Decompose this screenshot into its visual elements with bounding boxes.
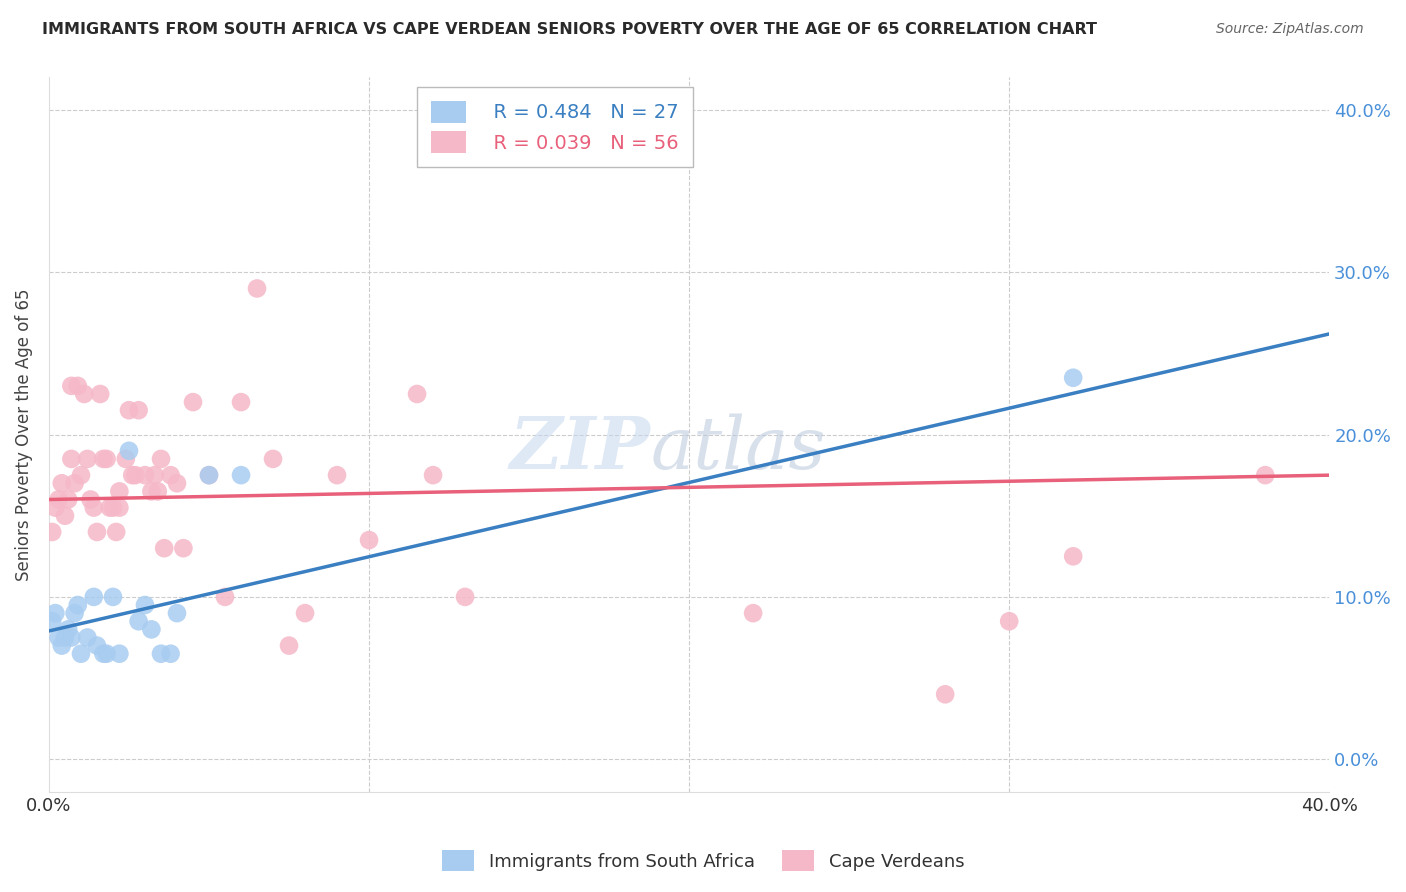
Point [406,387,429,401]
Point [278,639,301,653]
Point [134,598,156,612]
Point [143,468,166,483]
Point [70,468,93,483]
Point [86,524,108,539]
Point [101,590,124,604]
Point [93,451,115,466]
Point [79,492,101,507]
Text: atlas: atlas [651,414,827,484]
Point [159,647,181,661]
Point [89,387,111,401]
Point [294,606,316,620]
Point [56,623,79,637]
Legend:   R = 0.484   N = 27,   R = 0.039   N = 56: R = 0.484 N = 27, R = 0.039 N = 56 [418,87,693,167]
Point [146,484,169,499]
Point [53,631,76,645]
Point [98,500,121,515]
Point [66,379,89,393]
Point [166,476,188,491]
Point [198,468,221,483]
Point [229,468,252,483]
Point [134,468,156,483]
Text: IMMIGRANTS FROM SOUTH AFRICA VS CAPE VERDEAN SENIORS POVERTY OVER THE AGE OF 65 : IMMIGRANTS FROM SOUTH AFRICA VS CAPE VER… [42,22,1097,37]
Point [172,541,194,556]
Point [153,541,176,556]
Point [101,500,124,515]
Point [159,468,181,483]
Point [96,451,118,466]
Point [86,639,108,653]
Point [1062,370,1084,384]
Point [53,508,76,523]
Point [63,476,86,491]
Point [128,614,150,628]
Point [76,631,98,645]
Point [108,647,131,661]
Point [70,647,93,661]
Point [422,468,444,483]
Point [114,451,136,466]
Point [41,524,63,539]
Point [998,614,1021,628]
Point [214,590,236,604]
Point [357,533,380,547]
Point [934,687,956,701]
Point [121,468,143,483]
Point [141,484,163,499]
Point [73,387,96,401]
Point [51,476,73,491]
Text: ZIP: ZIP [510,413,651,484]
Point [44,500,66,515]
Point [124,468,146,483]
Point [44,606,66,620]
Point [108,500,131,515]
Point [1062,549,1084,564]
Y-axis label: Seniors Poverty Over the Age of 65: Seniors Poverty Over the Age of 65 [15,288,32,581]
Text: Source: ZipAtlas.com: Source: ZipAtlas.com [1216,22,1364,37]
Point [105,524,128,539]
Point [141,623,163,637]
Point [41,614,63,628]
Point [96,647,118,661]
Point [118,403,141,417]
Point [181,395,204,409]
Point [60,451,83,466]
Point [60,631,83,645]
Point [166,606,188,620]
Point [1254,468,1277,483]
Point [48,631,70,645]
Point [128,403,150,417]
Legend: Immigrants from South Africa, Cape Verdeans: Immigrants from South Africa, Cape Verde… [434,843,972,879]
Point [83,500,105,515]
Point [66,598,89,612]
Point [326,468,349,483]
Point [108,484,131,499]
Point [76,451,98,466]
Point [93,647,115,661]
Point [60,379,83,393]
Point [118,443,141,458]
Point [262,451,284,466]
Point [198,468,221,483]
Point [150,451,173,466]
Point [246,281,269,295]
Point [51,639,73,653]
Point [48,492,70,507]
Point [454,590,477,604]
Point [229,395,252,409]
Point [742,606,765,620]
Point [56,492,79,507]
Point [150,647,173,661]
Point [83,590,105,604]
Point [63,606,86,620]
